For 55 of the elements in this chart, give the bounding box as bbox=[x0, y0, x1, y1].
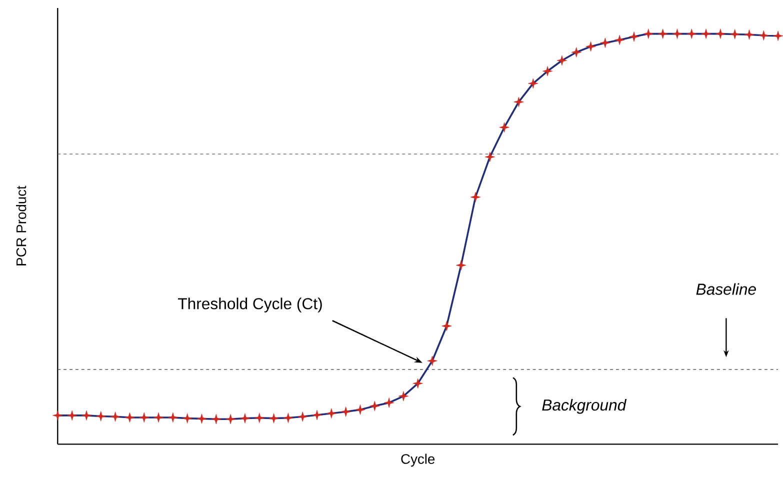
point bbox=[499, 122, 510, 133]
point bbox=[542, 66, 553, 76]
point bbox=[254, 412, 264, 424]
point bbox=[124, 412, 135, 423]
point bbox=[326, 408, 336, 419]
point bbox=[96, 411, 106, 422]
point bbox=[628, 32, 640, 42]
point bbox=[427, 356, 438, 366]
point bbox=[715, 28, 726, 39]
point bbox=[456, 260, 466, 270]
point bbox=[81, 410, 92, 421]
point bbox=[514, 96, 524, 108]
point bbox=[384, 398, 394, 408]
point bbox=[297, 412, 308, 422]
point bbox=[730, 29, 740, 40]
point bbox=[153, 412, 164, 423]
point bbox=[268, 413, 279, 424]
point bbox=[312, 410, 322, 420]
point bbox=[556, 55, 568, 66]
point bbox=[600, 38, 610, 48]
point bbox=[225, 414, 236, 424]
point bbox=[470, 192, 481, 202]
point bbox=[355, 404, 366, 415]
point bbox=[168, 412, 178, 423]
point bbox=[672, 28, 682, 39]
point bbox=[240, 413, 250, 424]
point bbox=[370, 400, 380, 412]
annotation: Baseline bbox=[696, 283, 756, 295]
point bbox=[52, 410, 63, 421]
point bbox=[66, 410, 78, 421]
point bbox=[614, 34, 625, 46]
point bbox=[110, 412, 120, 422]
point bbox=[700, 28, 712, 39]
point bbox=[182, 413, 192, 424]
x-axis-title: Cycle bbox=[401, 454, 435, 467]
point bbox=[586, 41, 596, 52]
point bbox=[484, 152, 495, 162]
point bbox=[412, 378, 423, 389]
point bbox=[744, 30, 754, 40]
point bbox=[196, 414, 207, 424]
point bbox=[138, 412, 150, 423]
point bbox=[571, 47, 582, 58]
point bbox=[758, 30, 769, 41]
point bbox=[398, 391, 409, 402]
point bbox=[643, 28, 654, 39]
point bbox=[442, 320, 452, 332]
point bbox=[211, 414, 222, 424]
point bbox=[283, 412, 294, 424]
point bbox=[686, 28, 697, 39]
point bbox=[528, 78, 538, 89]
point bbox=[340, 406, 351, 417]
annotation: Background bbox=[542, 399, 627, 414]
annotation: Threshold Cycle (Ct) bbox=[178, 298, 322, 312]
point bbox=[658, 28, 668, 39]
y-axis-title: PCR Product bbox=[16, 186, 26, 266]
